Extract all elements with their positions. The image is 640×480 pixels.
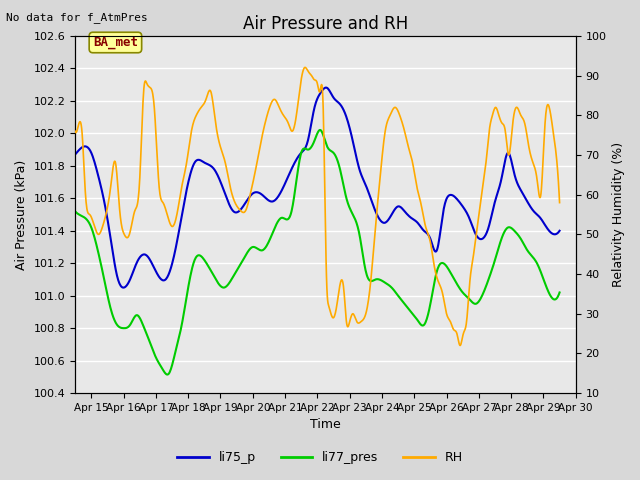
Legend: li75_p, li77_pres, RH: li75_p, li77_pres, RH [172,446,468,469]
Y-axis label: Relativity Humidity (%): Relativity Humidity (%) [612,142,625,287]
Text: BA_met: BA_met [93,36,138,49]
Y-axis label: Air Pressure (kPa): Air Pressure (kPa) [15,159,28,270]
Text: No data for f_AtmPres: No data for f_AtmPres [6,12,148,23]
X-axis label: Time: Time [310,419,341,432]
Title: Air Pressure and RH: Air Pressure and RH [243,15,408,33]
